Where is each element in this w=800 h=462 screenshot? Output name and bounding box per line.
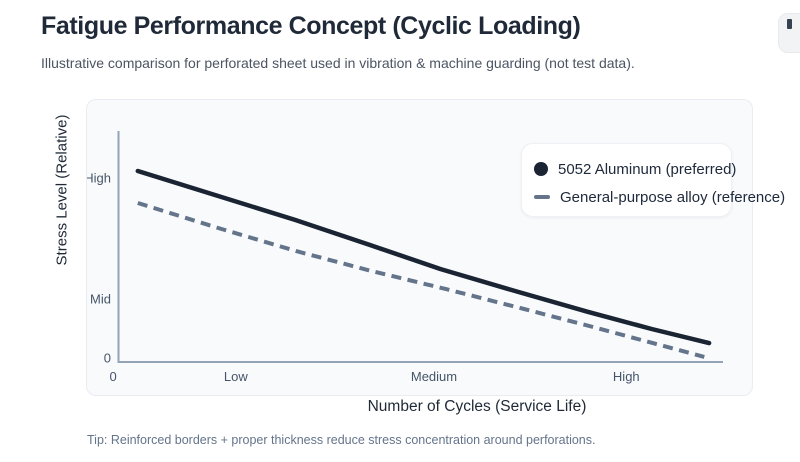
legend-label: 5052 Aluminum (preferred) <box>558 160 737 178</box>
legend-item-general-alloy: General-purpose alloy (reference) <box>534 183 785 211</box>
page-subtitle: Illustrative comparison for perforated s… <box>41 55 635 71</box>
x-tick-label: Low <box>224 369 248 384</box>
y-tick-label: High <box>87 171 111 186</box>
series-lines <box>135 168 712 359</box>
x-tick-label: 0 <box>109 369 116 384</box>
y-tick-label: Mid <box>90 292 111 307</box>
dash-marker-icon <box>534 194 550 200</box>
legend-item-5052-aluminum: 5052 Aluminum (preferred) <box>534 155 736 183</box>
page-title: Fatigue Performance Concept (Cyclic Load… <box>41 12 581 40</box>
x-tick-labels: 0 Low Medium High <box>109 369 639 384</box>
circle-marker-icon <box>534 162 548 176</box>
x-tick-label: High <box>613 369 640 384</box>
y-axis-title: Stress Level (Relative) <box>53 114 71 266</box>
clipped-button-icon <box>787 19 792 29</box>
series-line-solid <box>135 168 712 346</box>
clipped-floating-button[interactable] <box>778 13 800 53</box>
y-tick-labels: High Mid 0 <box>87 171 111 366</box>
legend-label: General-purpose alloy (reference) <box>560 188 786 206</box>
series-line-dashed <box>137 201 705 359</box>
tip-text: Tip: Reinforced borders + proper thickne… <box>87 433 596 447</box>
y-tick-label: 0 <box>104 351 111 366</box>
axis-lines <box>117 131 723 363</box>
chart-legend: 5052 Aluminum (preferred) General-purpos… <box>521 143 785 217</box>
fatigue-line-chart: 0 Low Medium High High Mid 0 <box>87 131 723 384</box>
x-tick-label: Medium <box>411 369 457 384</box>
x-axis-title: Number of Cycles (Service Life) <box>367 398 587 415</box>
